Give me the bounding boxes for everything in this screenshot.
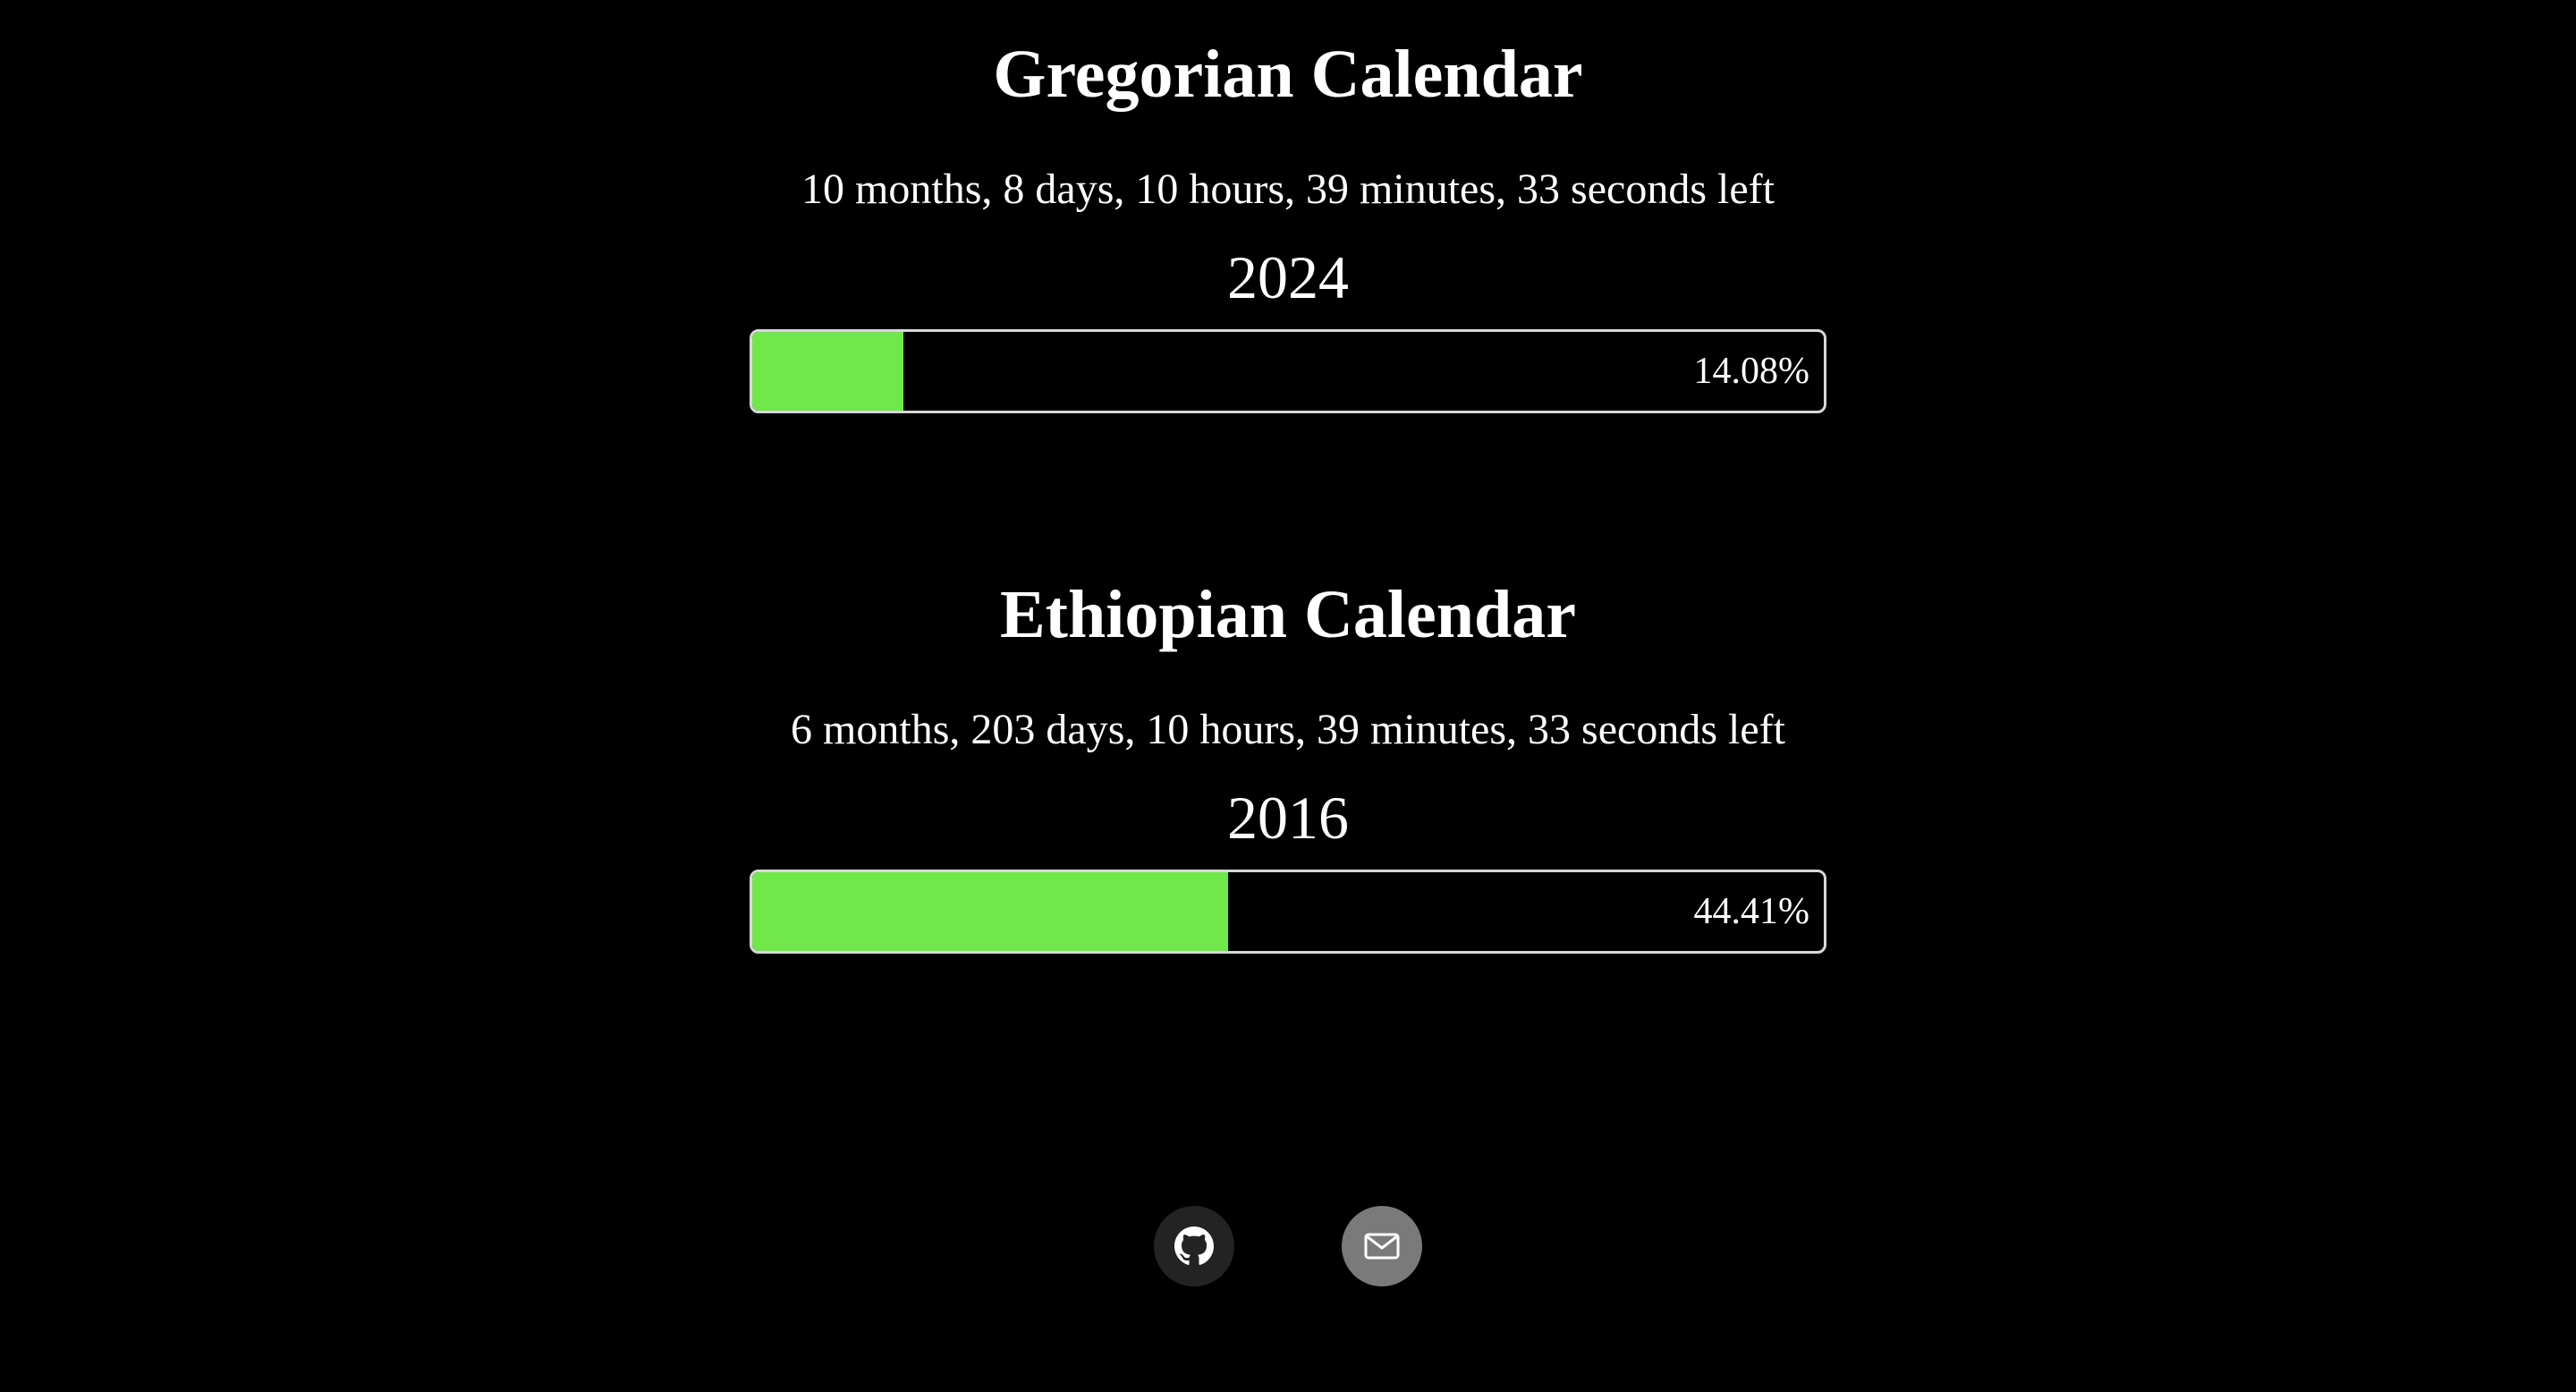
mail-icon (1364, 1233, 1400, 1260)
gregorian-progress-label: 14.08% (1693, 351, 1810, 392)
gregorian-progress-fill (752, 332, 903, 411)
github-link-button[interactable] (1154, 1206, 1234, 1286)
ethiopian-year: 2016 (1227, 784, 1349, 852)
github-icon (1174, 1226, 1214, 1266)
gregorian-year: 2024 (1227, 243, 1349, 311)
ethiopian-calendar-section: Ethiopian Calendar 6 months, 203 days, 1… (0, 567, 2576, 954)
ethiopian-progress-bar: 44.41% (750, 870, 1826, 954)
ethiopian-calendar-title: Ethiopian Calendar (999, 577, 1577, 652)
ethiopian-time-remaining: 6 months, 203 days, 10 hours, 39 minutes… (791, 706, 1785, 753)
ethiopian-progress-label: 44.41% (1693, 891, 1810, 932)
ethiopian-progress-fill (752, 872, 1229, 951)
gregorian-progress-bar: 14.08% (750, 329, 1826, 413)
email-link-button[interactable] (1342, 1206, 1422, 1286)
gregorian-calendar-section: Gregorian Calendar 10 months, 8 days, 10… (0, 27, 2576, 413)
gregorian-time-remaining: 10 months, 8 days, 10 hours, 39 minutes,… (801, 166, 1775, 213)
gregorian-calendar-title: Gregorian Calendar (993, 37, 1583, 112)
